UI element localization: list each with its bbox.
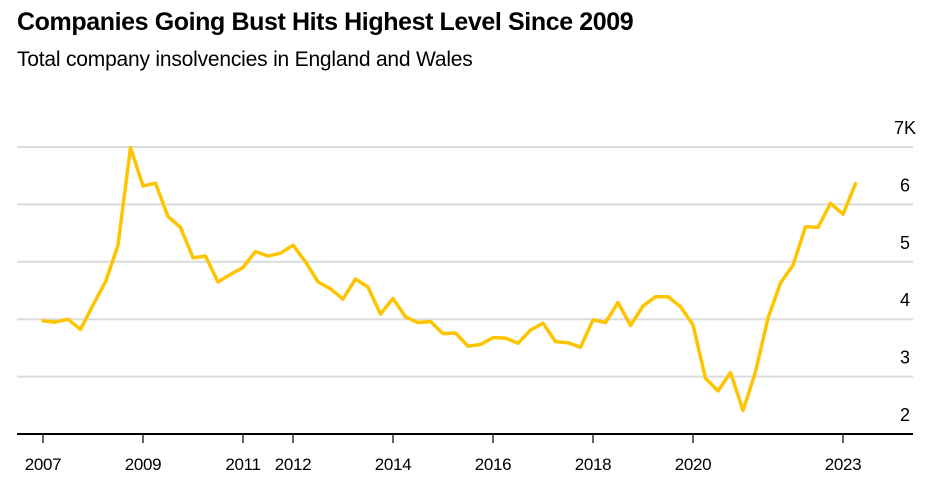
y-tick-label: 7K	[894, 118, 916, 138]
chart-subtitle: Total company insolvencies in England an…	[17, 48, 473, 71]
x-tick-label: 2012	[275, 455, 312, 474]
series-layer	[41, 145, 858, 413]
series-line-insolvencies	[41, 145, 858, 413]
y-tick-label: 2	[900, 405, 910, 425]
x-tick-label: 2014	[375, 455, 412, 474]
x-tick-label: 2020	[675, 455, 712, 474]
x-axis: 2007 2009 2011 2012 2014 2016 2018 2020 2023	[17, 433, 913, 474]
y-tick-label: 6	[900, 175, 910, 195]
x-tick-label: 2018	[575, 455, 612, 474]
x-tick-label: 2009	[125, 455, 162, 474]
y-tick-label: 3	[900, 348, 910, 368]
gridlines	[17, 146, 913, 378]
x-tick-label: 2011	[225, 455, 260, 474]
y-tick-label: 4	[900, 290, 910, 310]
x-tick-label: 2007	[25, 455, 62, 474]
x-tick-label: 2016	[475, 455, 512, 474]
y-tick-label: 5	[900, 233, 910, 253]
y-axis-labels: 2 3 4 5 6 7K	[894, 118, 916, 425]
chart-title: Companies Going Bust Hits Highest Level …	[17, 8, 634, 36]
x-tick-label: 2023	[825, 455, 862, 474]
